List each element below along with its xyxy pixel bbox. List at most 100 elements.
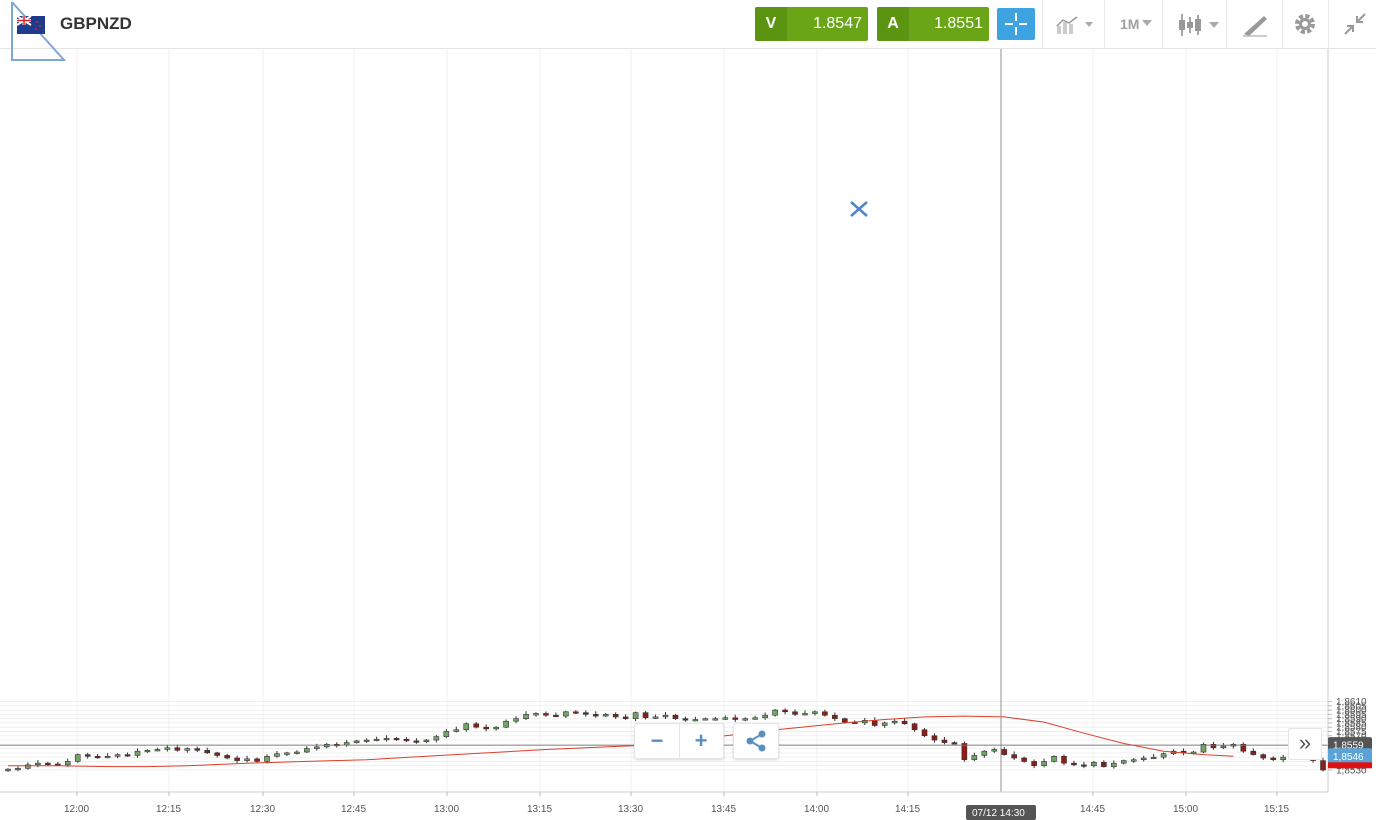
candle	[533, 712, 539, 717]
time-tick-label: 14:00	[804, 804, 829, 815]
chart-toolbar: GBPNZD V 1.8547 A 1.8551 1M	[0, 0, 1376, 61]
candle	[244, 755, 250, 763]
gbp-nzd-flag-icon	[17, 16, 45, 34]
price-tick-label: 1,8610	[1336, 697, 1367, 708]
trade-marker-icon	[850, 201, 868, 217]
candle	[1130, 758, 1137, 763]
candle	[632, 711, 639, 722]
timeframe-label: 1M	[1120, 16, 1140, 32]
candle	[901, 718, 908, 725]
time-tick-label: 12:45	[341, 804, 366, 815]
candle	[304, 746, 310, 754]
crosshair-time-tag: 07/12 14:30	[966, 805, 1036, 820]
drawing-tools-icon	[1243, 16, 1267, 37]
candle	[45, 761, 51, 766]
candle	[543, 711, 549, 717]
sell-price: 1.8547	[813, 15, 862, 32]
candle	[1250, 748, 1257, 756]
crosshair-price-label: 1,8559	[1333, 741, 1364, 752]
time-tick-label: 13:15	[527, 804, 552, 815]
candle	[363, 738, 370, 743]
candle	[1320, 757, 1326, 772]
candle	[1101, 760, 1107, 768]
price-chart[interactable]: 1,85301,85351,85401,85451,85501,85551,85…	[0, 49, 1376, 820]
candle	[1091, 760, 1097, 768]
candle	[1240, 742, 1247, 753]
candle	[423, 739, 430, 744]
collapse-button[interactable]	[1328, 0, 1376, 48]
zoom-in-button[interactable]: +	[694, 728, 708, 753]
candle	[1031, 759, 1037, 769]
candle	[652, 714, 659, 719]
candle	[911, 722, 918, 732]
candle	[732, 714, 739, 722]
price-tick-label: 1,8570	[1336, 731, 1367, 742]
candle	[104, 753, 111, 759]
drawing-tools-button[interactable]	[1226, 0, 1281, 48]
crosshair-icon	[1005, 13, 1027, 35]
candlestick-icon	[1179, 14, 1219, 36]
candle	[144, 749, 151, 753]
time-tick-label: 12:00	[64, 804, 89, 815]
candle	[722, 715, 729, 721]
candle	[74, 753, 81, 763]
sell-button[interactable]: V 1.8547	[755, 7, 868, 41]
candle	[951, 741, 958, 745]
moving-average-line	[8, 715, 1234, 768]
chart-type-button[interactable]	[1042, 0, 1103, 48]
candle	[991, 747, 998, 753]
candle	[782, 708, 788, 715]
settings-button[interactable]	[1282, 0, 1327, 48]
candle	[134, 748, 141, 758]
candle	[682, 716, 689, 722]
candle	[563, 710, 569, 719]
candle	[204, 747, 211, 754]
candle	[1210, 741, 1217, 750]
price-tick-label: 1,8600	[1336, 706, 1367, 717]
candle	[1021, 756, 1027, 763]
expand-right-button[interactable]: »	[1288, 728, 1322, 760]
candle	[503, 719, 509, 729]
zoom-controls: − +	[634, 723, 724, 759]
candle	[1140, 755, 1147, 762]
candle	[413, 738, 420, 744]
candle	[393, 736, 400, 741]
zoom-out-button[interactable]: −	[635, 724, 680, 758]
time-tick-label: 13:00	[434, 804, 459, 815]
candle	[1180, 748, 1187, 756]
candle	[891, 719, 898, 725]
candle	[433, 734, 440, 743]
share-button[interactable]	[733, 723, 779, 759]
candle	[692, 716, 699, 722]
candle	[642, 710, 649, 720]
candle	[881, 721, 888, 728]
candle	[154, 747, 161, 752]
candle	[443, 729, 450, 739]
candle	[5, 768, 11, 772]
timeframe-dropdown[interactable]: 1M	[1104, 0, 1161, 48]
time-tick-label: 13:45	[711, 804, 736, 815]
time-tick-label: 14:15	[895, 804, 920, 815]
gear-icon	[1295, 14, 1315, 34]
candle	[493, 726, 499, 731]
candle	[373, 736, 380, 742]
candle	[662, 712, 669, 719]
candle	[812, 710, 818, 716]
candle	[702, 717, 709, 721]
candle	[214, 751, 220, 758]
candle	[1200, 742, 1207, 754]
collapse-icon	[1344, 13, 1366, 35]
candle	[84, 752, 91, 759]
buy-button[interactable]: A 1.8551	[877, 7, 989, 41]
price-tick-label: 1,8580	[1336, 723, 1367, 734]
buy-label: A	[877, 7, 909, 41]
time-tick-label: 15:15	[1264, 804, 1289, 815]
candle	[1051, 755, 1057, 763]
candle	[323, 742, 330, 749]
candle-style-button[interactable]	[1162, 0, 1225, 48]
crosshair-button[interactable]	[997, 8, 1035, 40]
share-icon	[746, 730, 766, 752]
time-tick-label: 15:00	[1173, 804, 1198, 815]
candle	[622, 714, 629, 721]
candle	[1081, 761, 1087, 769]
